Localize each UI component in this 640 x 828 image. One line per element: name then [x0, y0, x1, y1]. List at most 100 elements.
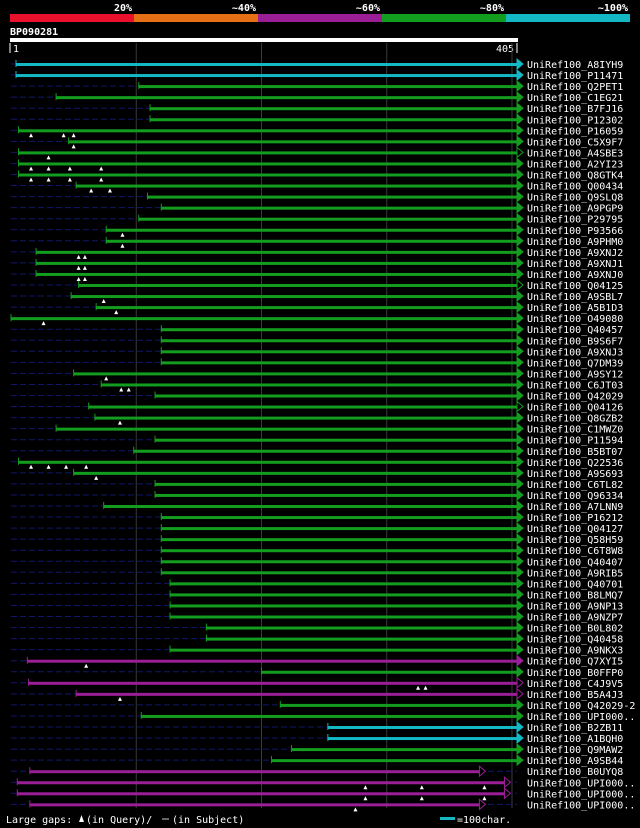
hit-label[interactable]: UniRef100_Q04125 [527, 281, 623, 292]
hit-label[interactable]: UniRef100_Q40701 [527, 579, 623, 590]
hit-label[interactable]: UniRef100_A8IYH9 [527, 60, 623, 71]
hit-label[interactable]: UniRef100_A9XNJ3 [527, 347, 623, 358]
hit-label[interactable]: UniRef100_B5A4J3 [527, 690, 623, 701]
hit-row[interactable]: UniRef100_Q9MAW2 [11, 743, 623, 756]
hit-row[interactable]: UniRef100_C6TL82 [11, 477, 623, 491]
hit-label[interactable]: UniRef100_Q00434 [527, 182, 623, 193]
hit-label[interactable]: UniRef100_C6JT03 [527, 380, 623, 391]
hit-row[interactable]: UniRef100_A9S693 [11, 466, 623, 480]
hit-label[interactable]: UniRef100_A9PGP9 [527, 204, 623, 215]
hit-row[interactable]: UniRef100_C6T8W8 [11, 544, 623, 557]
hit-label[interactable]: UniRef100_Q40407 [527, 557, 623, 568]
hit-label[interactable]: UniRef100_O49080 [527, 314, 623, 325]
hit-label[interactable]: UniRef100_Q7DM39 [527, 358, 623, 369]
hit-label[interactable]: UniRef100_A9SB44 [527, 756, 623, 767]
hit-label[interactable]: UniRef100_B7FJ16 [527, 104, 623, 115]
hit-row[interactable]: UniRef100_A9RIB5 [11, 566, 623, 579]
hit-label[interactable]: UniRef100_P29795 [527, 215, 623, 226]
hit-label[interactable]: UniRef100_B8LMQ7 [527, 590, 623, 601]
hit-label[interactable]: UniRef100_C1EG21 [527, 93, 623, 104]
hit-label[interactable]: UniRef100_B0FFP0 [527, 668, 623, 679]
hit-row[interactable]: UniRef100_C5X9F7 [11, 135, 623, 149]
hit-row[interactable]: UniRef100_P29795 [11, 212, 623, 226]
hit-row[interactable]: UniRef100_P93566 [11, 223, 623, 237]
hit-label[interactable]: UniRef100_Q40457 [527, 325, 623, 336]
hit-row[interactable]: UniRef100_B0UYQ8 [11, 765, 623, 778]
hit-row[interactable]: UniRef100_UPI000.. [11, 709, 635, 723]
hit-row[interactable]: UniRef100_Q22536 [11, 455, 623, 469]
hit-label[interactable]: UniRef100_Q8GZB2 [527, 414, 623, 425]
hit-row[interactable]: UniRef100_Q7DM39 [11, 356, 623, 369]
hit-row[interactable]: UniRef100_A9XNJ3 [11, 345, 623, 358]
hit-row[interactable]: UniRef100_P11471 [11, 68, 623, 82]
hit-label[interactable]: UniRef100_C6T8W8 [527, 546, 623, 557]
hit-label[interactable]: UniRef100_A9PHM0 [527, 237, 623, 248]
hit-label[interactable]: UniRef100_Q7XYI5 [527, 657, 623, 668]
hit-label[interactable]: UniRef100_A1BQH0 [527, 734, 623, 745]
hit-label[interactable]: UniRef100_B9S6F7 [527, 336, 623, 347]
hit-label[interactable]: UniRef100_Q40458 [527, 635, 623, 646]
hit-row[interactable]: UniRef100_A9PHM0 [11, 234, 623, 248]
hit-row[interactable]: UniRef100_A2YI23 [11, 157, 623, 171]
hit-label[interactable]: UniRef100_Q42029 [527, 392, 623, 403]
hit-row[interactable]: UniRef100_Q40701 [11, 577, 623, 590]
hit-row[interactable]: UniRef100_B7FJ16 [11, 102, 623, 115]
hit-label[interactable]: UniRef100_Q9MAW2 [527, 745, 623, 756]
hit-label[interactable]: UniRef100_Q58H59 [527, 535, 623, 546]
hit-label[interactable]: UniRef100_P16059 [527, 126, 623, 137]
hit-row[interactable]: UniRef100_A9XNJ2 [11, 245, 623, 259]
hit-label[interactable]: UniRef100_UPI000.. [527, 712, 635, 723]
hit-row[interactable]: UniRef100_UPI000.. [11, 787, 635, 801]
hit-row[interactable]: UniRef100_Q40407 [11, 555, 623, 568]
hit-row[interactable]: UniRef100_Q8GTK4 [11, 168, 623, 182]
hit-row[interactable]: UniRef100_A8IYH9 [11, 57, 623, 71]
hit-row[interactable]: UniRef100_A9SY12 [11, 367, 623, 381]
hit-label[interactable]: UniRef100_Q22536 [527, 458, 623, 469]
hit-label[interactable]: UniRef100_A9SBL7 [527, 292, 623, 303]
hit-label[interactable]: UniRef100_A9XNJ2 [527, 248, 623, 259]
hit-row[interactable]: UniRef100_Q04127 [11, 522, 623, 535]
hit-label[interactable]: UniRef100_A9SY12 [527, 369, 623, 380]
hit-label[interactable]: UniRef100_Q8GTK4 [527, 171, 623, 182]
hit-label[interactable]: UniRef100_P11594 [527, 436, 623, 447]
hit-row[interactable]: UniRef100_C6JT03 [11, 378, 623, 392]
hit-row[interactable]: UniRef100_P12302 [11, 113, 623, 126]
hit-label[interactable]: UniRef100_B0L802 [527, 624, 623, 635]
hit-label[interactable]: UniRef100_B2ZB11 [527, 723, 623, 734]
hit-label[interactable]: UniRef100_Q9SLQ8 [527, 193, 623, 204]
hit-label[interactable]: UniRef100_C1MWZ0 [527, 425, 623, 436]
hit-label[interactable]: UniRef100_A4SBE3 [527, 148, 623, 159]
hit-row[interactable]: UniRef100_O49080 [10, 312, 623, 326]
hit-label[interactable]: UniRef100_Q2PET1 [527, 82, 623, 93]
hit-label[interactable]: UniRef100_P93566 [527, 226, 623, 237]
hit-row[interactable]: UniRef100_C1MWZ0 [11, 422, 623, 436]
hit-label[interactable]: UniRef100_A9S693 [527, 469, 623, 480]
hit-label[interactable]: UniRef100_P11471 [527, 71, 623, 82]
hit-row[interactable]: UniRef100_P16212 [11, 510, 623, 524]
hit-label[interactable]: UniRef100_Q42029-2 [527, 701, 635, 712]
hit-label[interactable]: UniRef100_A9NP13 [527, 601, 623, 612]
hit-label[interactable]: UniRef100_A9XNJ0 [527, 270, 623, 281]
hit-row[interactable]: UniRef100_B9S6F7 [11, 334, 623, 347]
hit-row[interactable]: UniRef100_Q42029-2 [11, 698, 635, 712]
hit-row[interactable]: UniRef100_Q40458 [11, 632, 623, 646]
hit-row[interactable]: UniRef100_A4SBE3 [11, 146, 623, 160]
hit-label[interactable]: UniRef100_Q96334 [527, 491, 623, 502]
hit-label[interactable]: UniRef100_Q04126 [527, 403, 623, 414]
hit-row[interactable]: UniRef100_A9PGP9 [11, 201, 623, 215]
hit-row[interactable]: UniRef100_Q04125 [11, 278, 623, 292]
hit-row[interactable]: UniRef100_UPI000.. [11, 798, 635, 812]
hit-label[interactable]: UniRef100_Q04127 [527, 524, 623, 535]
hit-row[interactable]: UniRef100_Q40457 [11, 323, 623, 336]
hit-row[interactable]: UniRef100_UPI000.. [11, 776, 635, 790]
hit-row[interactable]: UniRef100_A7LNN9 [11, 499, 623, 513]
hit-row[interactable]: UniRef100_Q58H59 [11, 533, 623, 546]
hit-row[interactable]: UniRef100_A9NZP7 [11, 610, 623, 624]
hit-label[interactable]: UniRef100_A5B1D3 [527, 303, 623, 314]
hit-label[interactable]: UniRef100_A2YI23 [527, 159, 623, 170]
hit-row[interactable]: UniRef100_A9XNJ0 [11, 267, 623, 281]
hit-row[interactable]: UniRef100_B2ZB11 [11, 720, 623, 734]
hit-row[interactable]: UniRef100_P11594 [11, 433, 623, 447]
hit-row[interactable]: UniRef100_Q7XYI5 [11, 654, 623, 668]
hit-row[interactable]: UniRef100_C4J9V5 [11, 676, 623, 690]
